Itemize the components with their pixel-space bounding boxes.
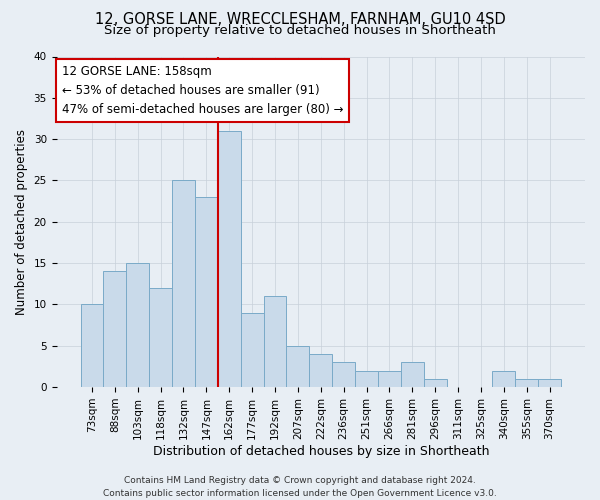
Bar (332, 362, 355, 387)
Bar (515, 379, 538, 387)
Y-axis label: Number of detached properties: Number of detached properties (15, 129, 28, 315)
Bar (493, 370, 515, 387)
Bar (127, 263, 149, 387)
Bar (378, 370, 401, 387)
Bar (149, 288, 172, 387)
Text: Contains HM Land Registry data © Crown copyright and database right 2024.
Contai: Contains HM Land Registry data © Crown c… (103, 476, 497, 498)
Bar (195, 197, 218, 387)
Bar (355, 370, 378, 387)
Bar (241, 312, 263, 387)
Bar (263, 296, 286, 387)
Bar (172, 180, 195, 387)
Bar (310, 354, 332, 387)
Text: 12 GORSE LANE: 158sqm
← 53% of detached houses are smaller (91)
47% of semi-deta: 12 GORSE LANE: 158sqm ← 53% of detached … (62, 65, 343, 116)
Text: 12, GORSE LANE, WRECCLESHAM, FARNHAM, GU10 4SD: 12, GORSE LANE, WRECCLESHAM, FARNHAM, GU… (95, 12, 505, 28)
Bar (401, 362, 424, 387)
Bar (286, 346, 310, 387)
Bar (424, 379, 446, 387)
Bar (80, 304, 103, 387)
X-axis label: Distribution of detached houses by size in Shortheath: Distribution of detached houses by size … (152, 444, 489, 458)
Bar (103, 272, 127, 387)
Bar (218, 131, 241, 387)
Text: Size of property relative to detached houses in Shortheath: Size of property relative to detached ho… (104, 24, 496, 37)
Bar (538, 379, 561, 387)
